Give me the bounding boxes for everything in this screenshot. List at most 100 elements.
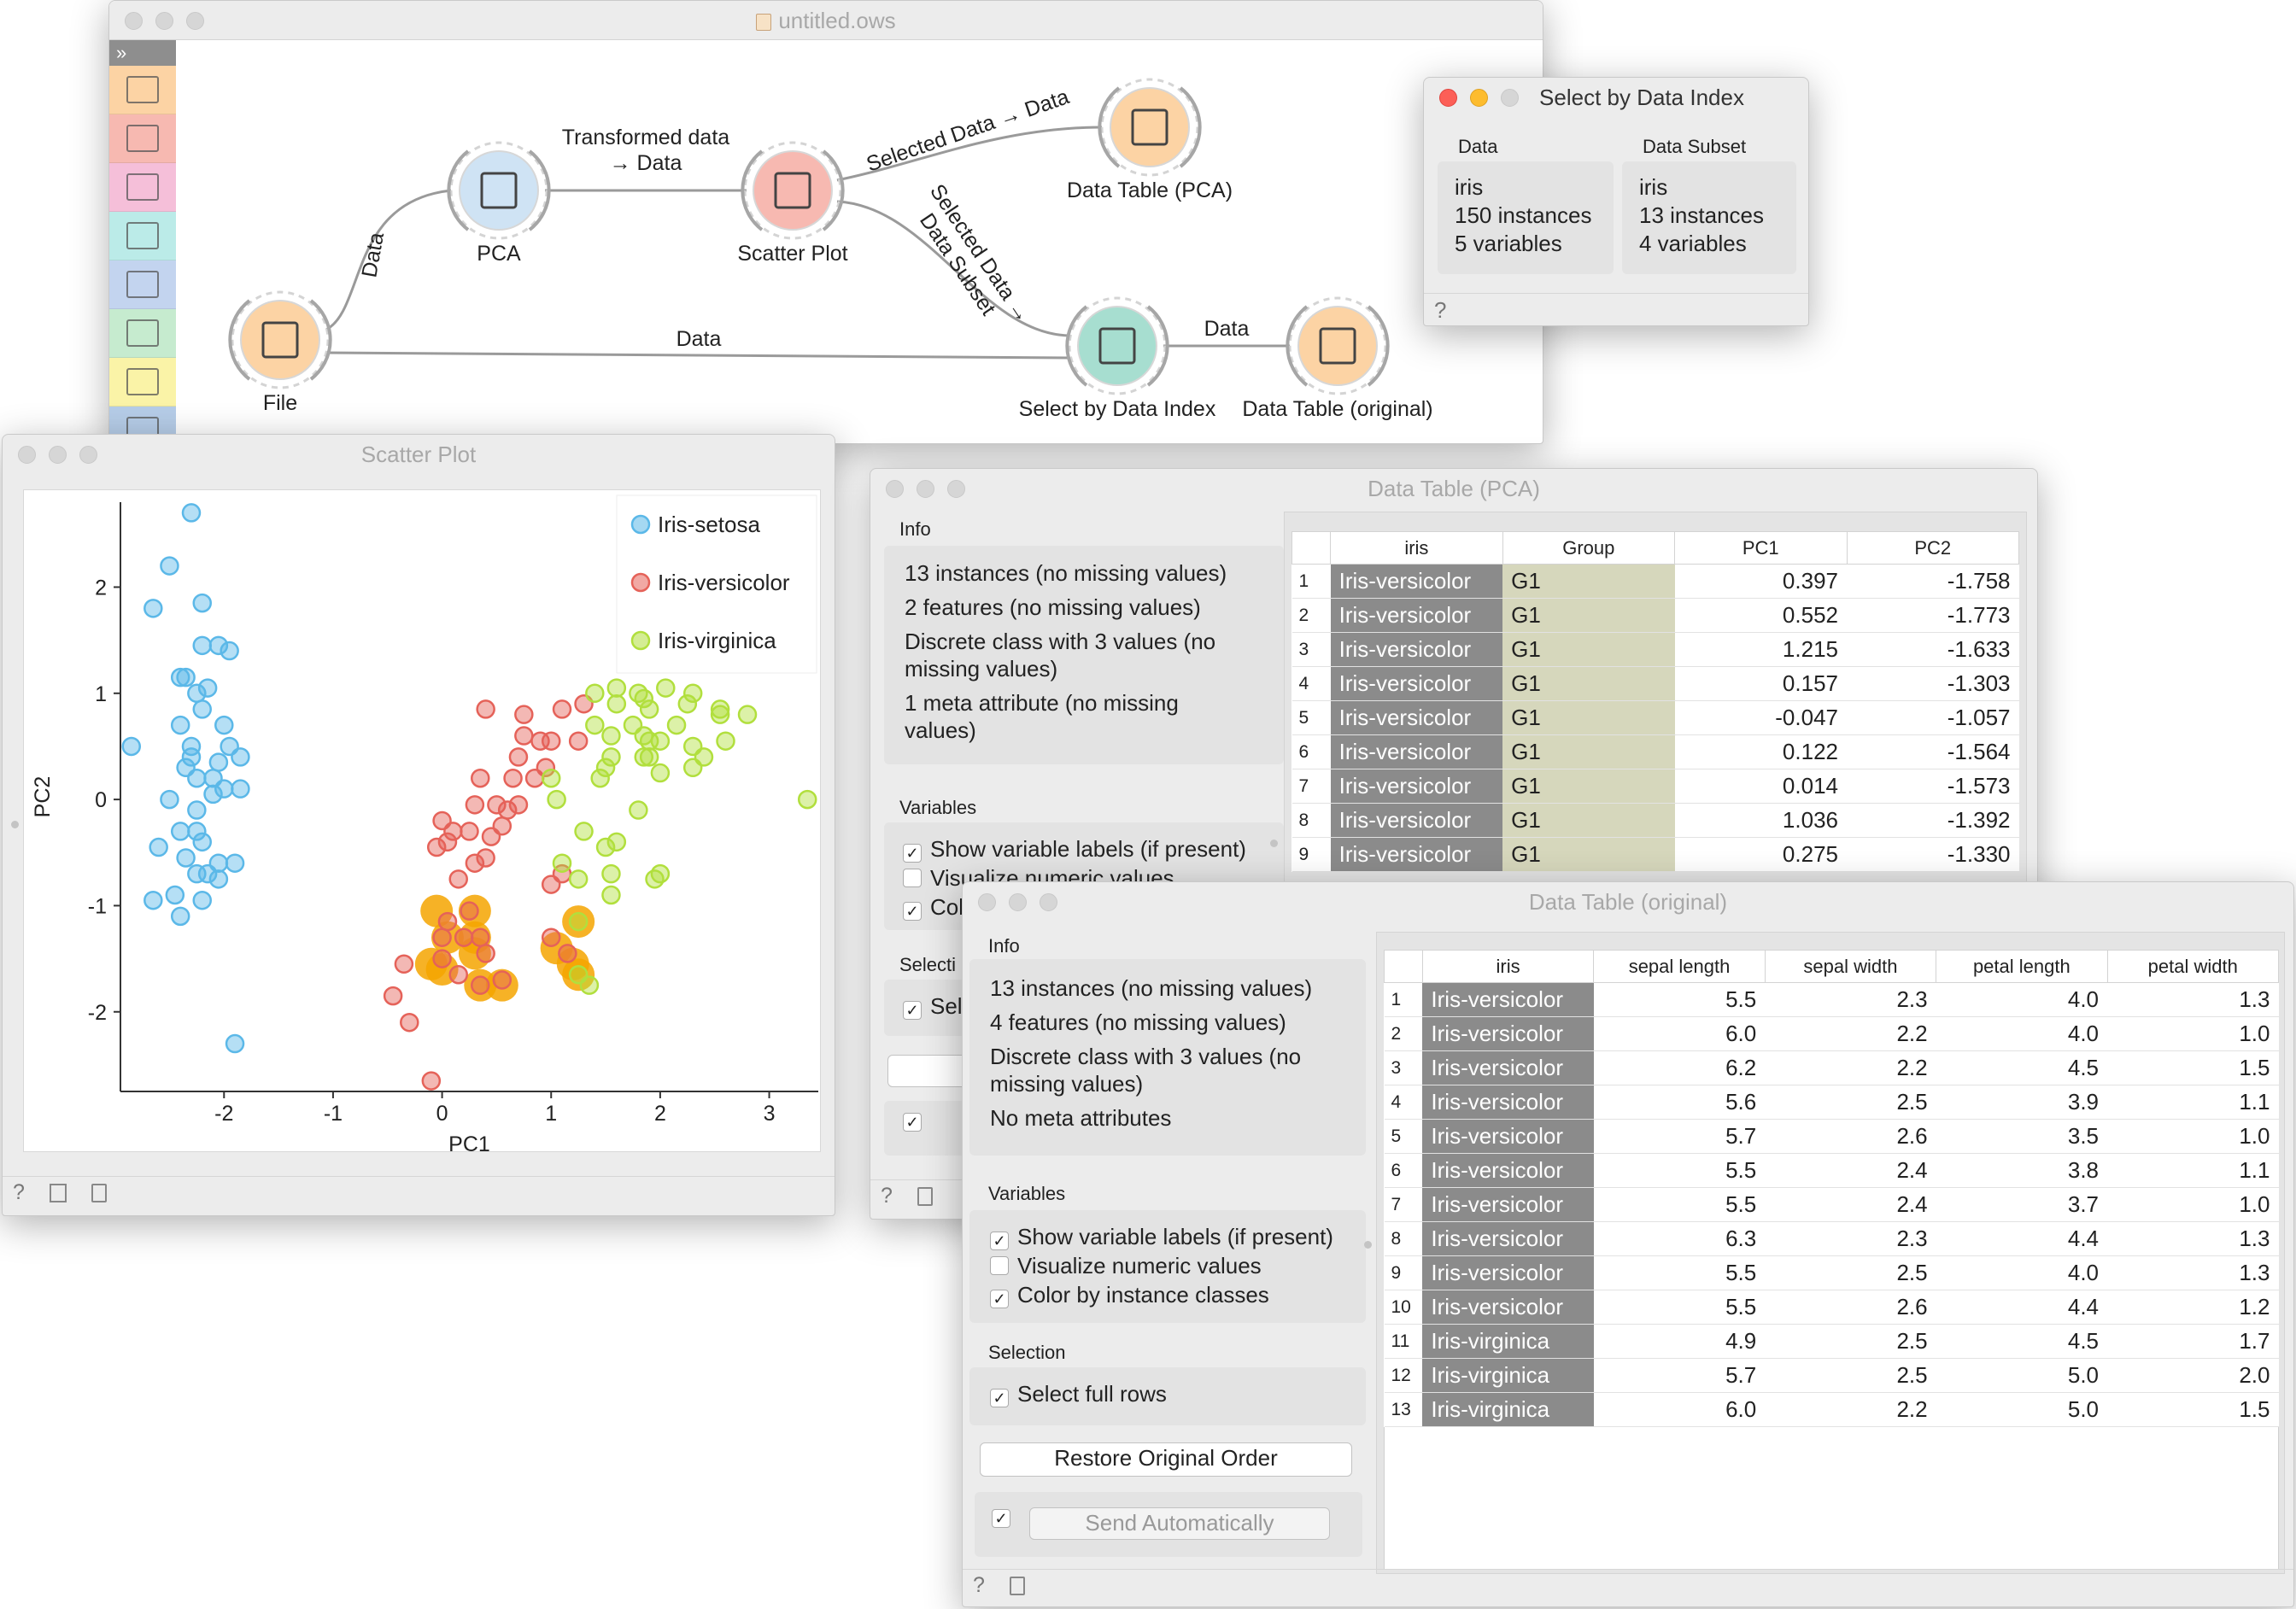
data-point[interactable] <box>590 768 610 788</box>
table-cell[interactable]: 3.9 <box>1936 1085 2108 1120</box>
minimize-button[interactable] <box>155 12 173 30</box>
data-point[interactable] <box>656 678 676 698</box>
data-point[interactable] <box>710 705 730 724</box>
toolbox-expand-icon[interactable]: » <box>109 40 176 66</box>
data-point[interactable] <box>585 715 605 735</box>
data-point[interactable] <box>220 641 239 661</box>
table-cell[interactable]: 2.3 <box>1765 1221 1936 1256</box>
column-header[interactable] <box>1384 950 1423 983</box>
table-cell[interactable]: -1.633 <box>1847 632 2019 667</box>
table-row[interactable]: 11 Iris-virginica 4.9 2.5 4.5 1.7 <box>1384 1324 2279 1359</box>
table-cell[interactable]: Iris-versicolor <box>1330 769 1503 804</box>
zoom-button[interactable] <box>947 480 965 498</box>
data-point[interactable] <box>394 954 414 974</box>
show-labels-checkbox[interactable]: ✓ Show variable labels (if present) <box>990 1222 1345 1251</box>
output-anchor[interactable] <box>822 149 845 231</box>
table-cell[interactable]: 2.2 <box>1765 1050 1936 1085</box>
table-cell[interactable]: Iris-versicolor <box>1330 837 1503 872</box>
data-point[interactable] <box>432 927 452 947</box>
table-cell[interactable]: Iris-versicolor <box>1422 1255 1594 1290</box>
table-cell[interactable]: Iris-versicolor <box>1330 632 1503 667</box>
row-number[interactable]: 13 <box>1384 1392 1423 1427</box>
table-row[interactable]: 1 Iris-versicolor 5.5 2.3 4.0 1.3 <box>1384 982 2279 1017</box>
table-cell[interactable]: 5.0 <box>1936 1392 2108 1427</box>
data-point[interactable] <box>481 827 501 846</box>
column-header[interactable] <box>1291 531 1332 565</box>
data-point[interactable] <box>465 795 485 815</box>
zoom-button[interactable] <box>1501 89 1519 107</box>
data-point[interactable] <box>231 747 250 767</box>
show-labels-checkbox[interactable]: ✓ Show variable labels (if present) <box>903 834 1265 863</box>
output-anchor[interactable] <box>528 149 551 231</box>
table-cell[interactable]: Iris-versicolor <box>1422 1016 1594 1051</box>
row-number[interactable]: 5 <box>1292 700 1331 735</box>
data-point[interactable] <box>426 837 447 857</box>
data-point[interactable] <box>694 747 714 767</box>
table-row[interactable]: 3 Iris-versicolor G1 1.215 -1.633 <box>1292 632 2019 667</box>
color-classes-checkbox[interactable]: ✓ Color by instance classes <box>990 1280 1345 1309</box>
column-header[interactable]: iris <box>1421 950 1595 983</box>
data-point[interactable] <box>448 964 468 985</box>
data-point[interactable] <box>541 927 561 947</box>
data-point[interactable] <box>460 901 479 921</box>
table-row[interactable]: 10 Iris-versicolor 5.5 2.6 4.4 1.2 <box>1384 1290 2279 1325</box>
toolbox-category-cluster-icon[interactable] <box>109 260 176 309</box>
table-cell[interactable]: -1.303 <box>1847 666 2019 701</box>
data-point[interactable] <box>552 699 572 719</box>
node-data-table-original-[interactable]: Data Table (original) <box>1242 296 1433 421</box>
table-cell[interactable]: G1 <box>1502 666 1675 701</box>
table-row[interactable]: 12 Iris-virginica 5.7 2.5 5.0 2.0 <box>1384 1358 2279 1393</box>
table-cell[interactable]: Iris-virginica <box>1422 1358 1594 1393</box>
data-point[interactable] <box>471 768 490 788</box>
table-cell[interactable]: G1 <box>1502 598 1675 633</box>
table-cell[interactable]: 0.552 <box>1674 598 1847 633</box>
table-row[interactable]: 13 Iris-virginica 6.0 2.2 5.0 1.5 <box>1384 1392 2279 1427</box>
table-cell[interactable]: 0.157 <box>1674 666 1847 701</box>
help-icon[interactable]: ? <box>1434 297 1447 323</box>
table-cell[interactable]: 2.6 <box>1765 1290 1936 1325</box>
node-file[interactable]: File <box>228 290 332 415</box>
data-point[interactable] <box>208 869 229 889</box>
data-point[interactable] <box>568 869 589 889</box>
send-auto-checkbox[interactable]: ✓ <box>992 1509 1010 1528</box>
data-point[interactable] <box>383 986 403 1006</box>
original-data-table[interactable]: iris sepal length sepal width petal length p… <box>1384 950 2280 1427</box>
table-cell[interactable]: 2.4 <box>1765 1153 1936 1188</box>
output-anchor[interactable] <box>1146 305 1169 387</box>
data-point[interactable] <box>568 911 589 932</box>
link-scatter-table[interactable] <box>836 126 1103 182</box>
table-row[interactable]: 5 Iris-versicolor G1 -0.047 -1.057 <box>1292 700 2019 735</box>
data-point[interactable] <box>208 635 229 656</box>
column-header[interactable]: PC2 <box>1846 531 2019 565</box>
checkbox-check-icon[interactable]: ✓ <box>990 1290 1009 1308</box>
data-point[interactable] <box>487 795 507 815</box>
data-point[interactable] <box>524 768 545 788</box>
data-point[interactable] <box>181 747 202 767</box>
table-cell[interactable]: 2.2 <box>1765 1392 1936 1427</box>
checkbox-check-icon[interactable]: ✓ <box>903 902 922 921</box>
data-point[interactable] <box>508 795 529 815</box>
visualize-values-checkbox[interactable]: Visualize numeric values <box>990 1251 1345 1280</box>
table-cell[interactable]: Iris-versicolor <box>1330 803 1503 838</box>
selected-point-halo[interactable] <box>562 905 595 939</box>
close-button[interactable] <box>125 12 143 30</box>
node-body[interactable] <box>753 150 833 231</box>
data-point[interactable] <box>170 822 190 841</box>
checkbox-check-icon[interactable]: ✓ <box>903 1001 922 1020</box>
table-cell[interactable]: 5.5 <box>1593 1255 1766 1290</box>
data-point[interactable] <box>601 863 621 884</box>
table-cell[interactable]: Iris-versicolor <box>1330 598 1503 633</box>
data-point[interactable] <box>454 927 474 947</box>
data-point[interactable] <box>601 726 621 746</box>
node-body[interactable] <box>1110 87 1190 167</box>
table-cell[interactable]: -1.573 <box>1847 769 2019 804</box>
output-anchor[interactable] <box>1179 86 1202 168</box>
data-point[interactable] <box>170 667 190 687</box>
output-anchor[interactable] <box>1367 305 1390 387</box>
link-file-pca[interactable] <box>325 189 452 331</box>
table-cell[interactable]: -1.057 <box>1847 700 2019 735</box>
table-cell[interactable]: 2.0 <box>2107 1358 2279 1393</box>
table-cell[interactable]: Iris-versicolor <box>1330 700 1503 735</box>
table-cell[interactable]: -1.392 <box>1847 803 2019 838</box>
data-point[interactable] <box>225 853 245 873</box>
